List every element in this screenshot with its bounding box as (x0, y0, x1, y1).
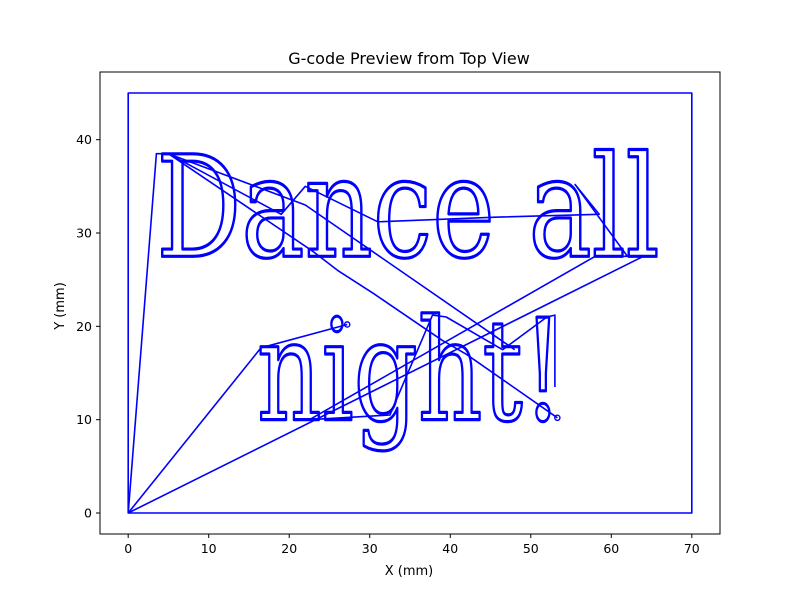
toolpath-series-2 (168, 152, 629, 421)
y-tick-label-10: 10 (76, 412, 92, 427)
y-tick-label-30: 30 (76, 226, 92, 241)
x-tick-label-20: 20 (281, 541, 297, 556)
y-tick-label-0: 0 (84, 506, 92, 521)
toolpath-marker-1 (343, 321, 351, 328)
y-tick-label-40: 40 (76, 132, 92, 147)
x-tick-label-40: 40 (442, 541, 458, 556)
toolpath-series-4 (127, 255, 644, 514)
x-tick-label-50: 50 (523, 541, 539, 556)
axes-frame (99, 71, 721, 535)
x-tick-label-10: 10 (201, 541, 217, 556)
axis-ticks: 0 10 20 30 40 50 60 70 0 10 20 30 40 (76, 132, 700, 556)
toolpath-marker-2 (554, 414, 561, 422)
x-tick-label-70: 70 (684, 541, 700, 556)
y-tick-label-20: 20 (76, 319, 92, 334)
chart-title: G-code Preview from Top View (288, 49, 530, 68)
x-tick-label-60: 60 (603, 541, 619, 556)
x-tick-label-30: 30 (362, 541, 378, 556)
y-axis-label: Y (mm) (53, 282, 68, 331)
toolpath-text-1: Dance all (156, 126, 659, 290)
x-axis-label: X (mm) (385, 564, 434, 579)
x-tick-label-0: 0 (124, 541, 132, 556)
toolpath-series-3 (127, 323, 348, 514)
toolpath-series-5 (168, 152, 516, 351)
toolpath-text-2: night! (257, 290, 563, 454)
